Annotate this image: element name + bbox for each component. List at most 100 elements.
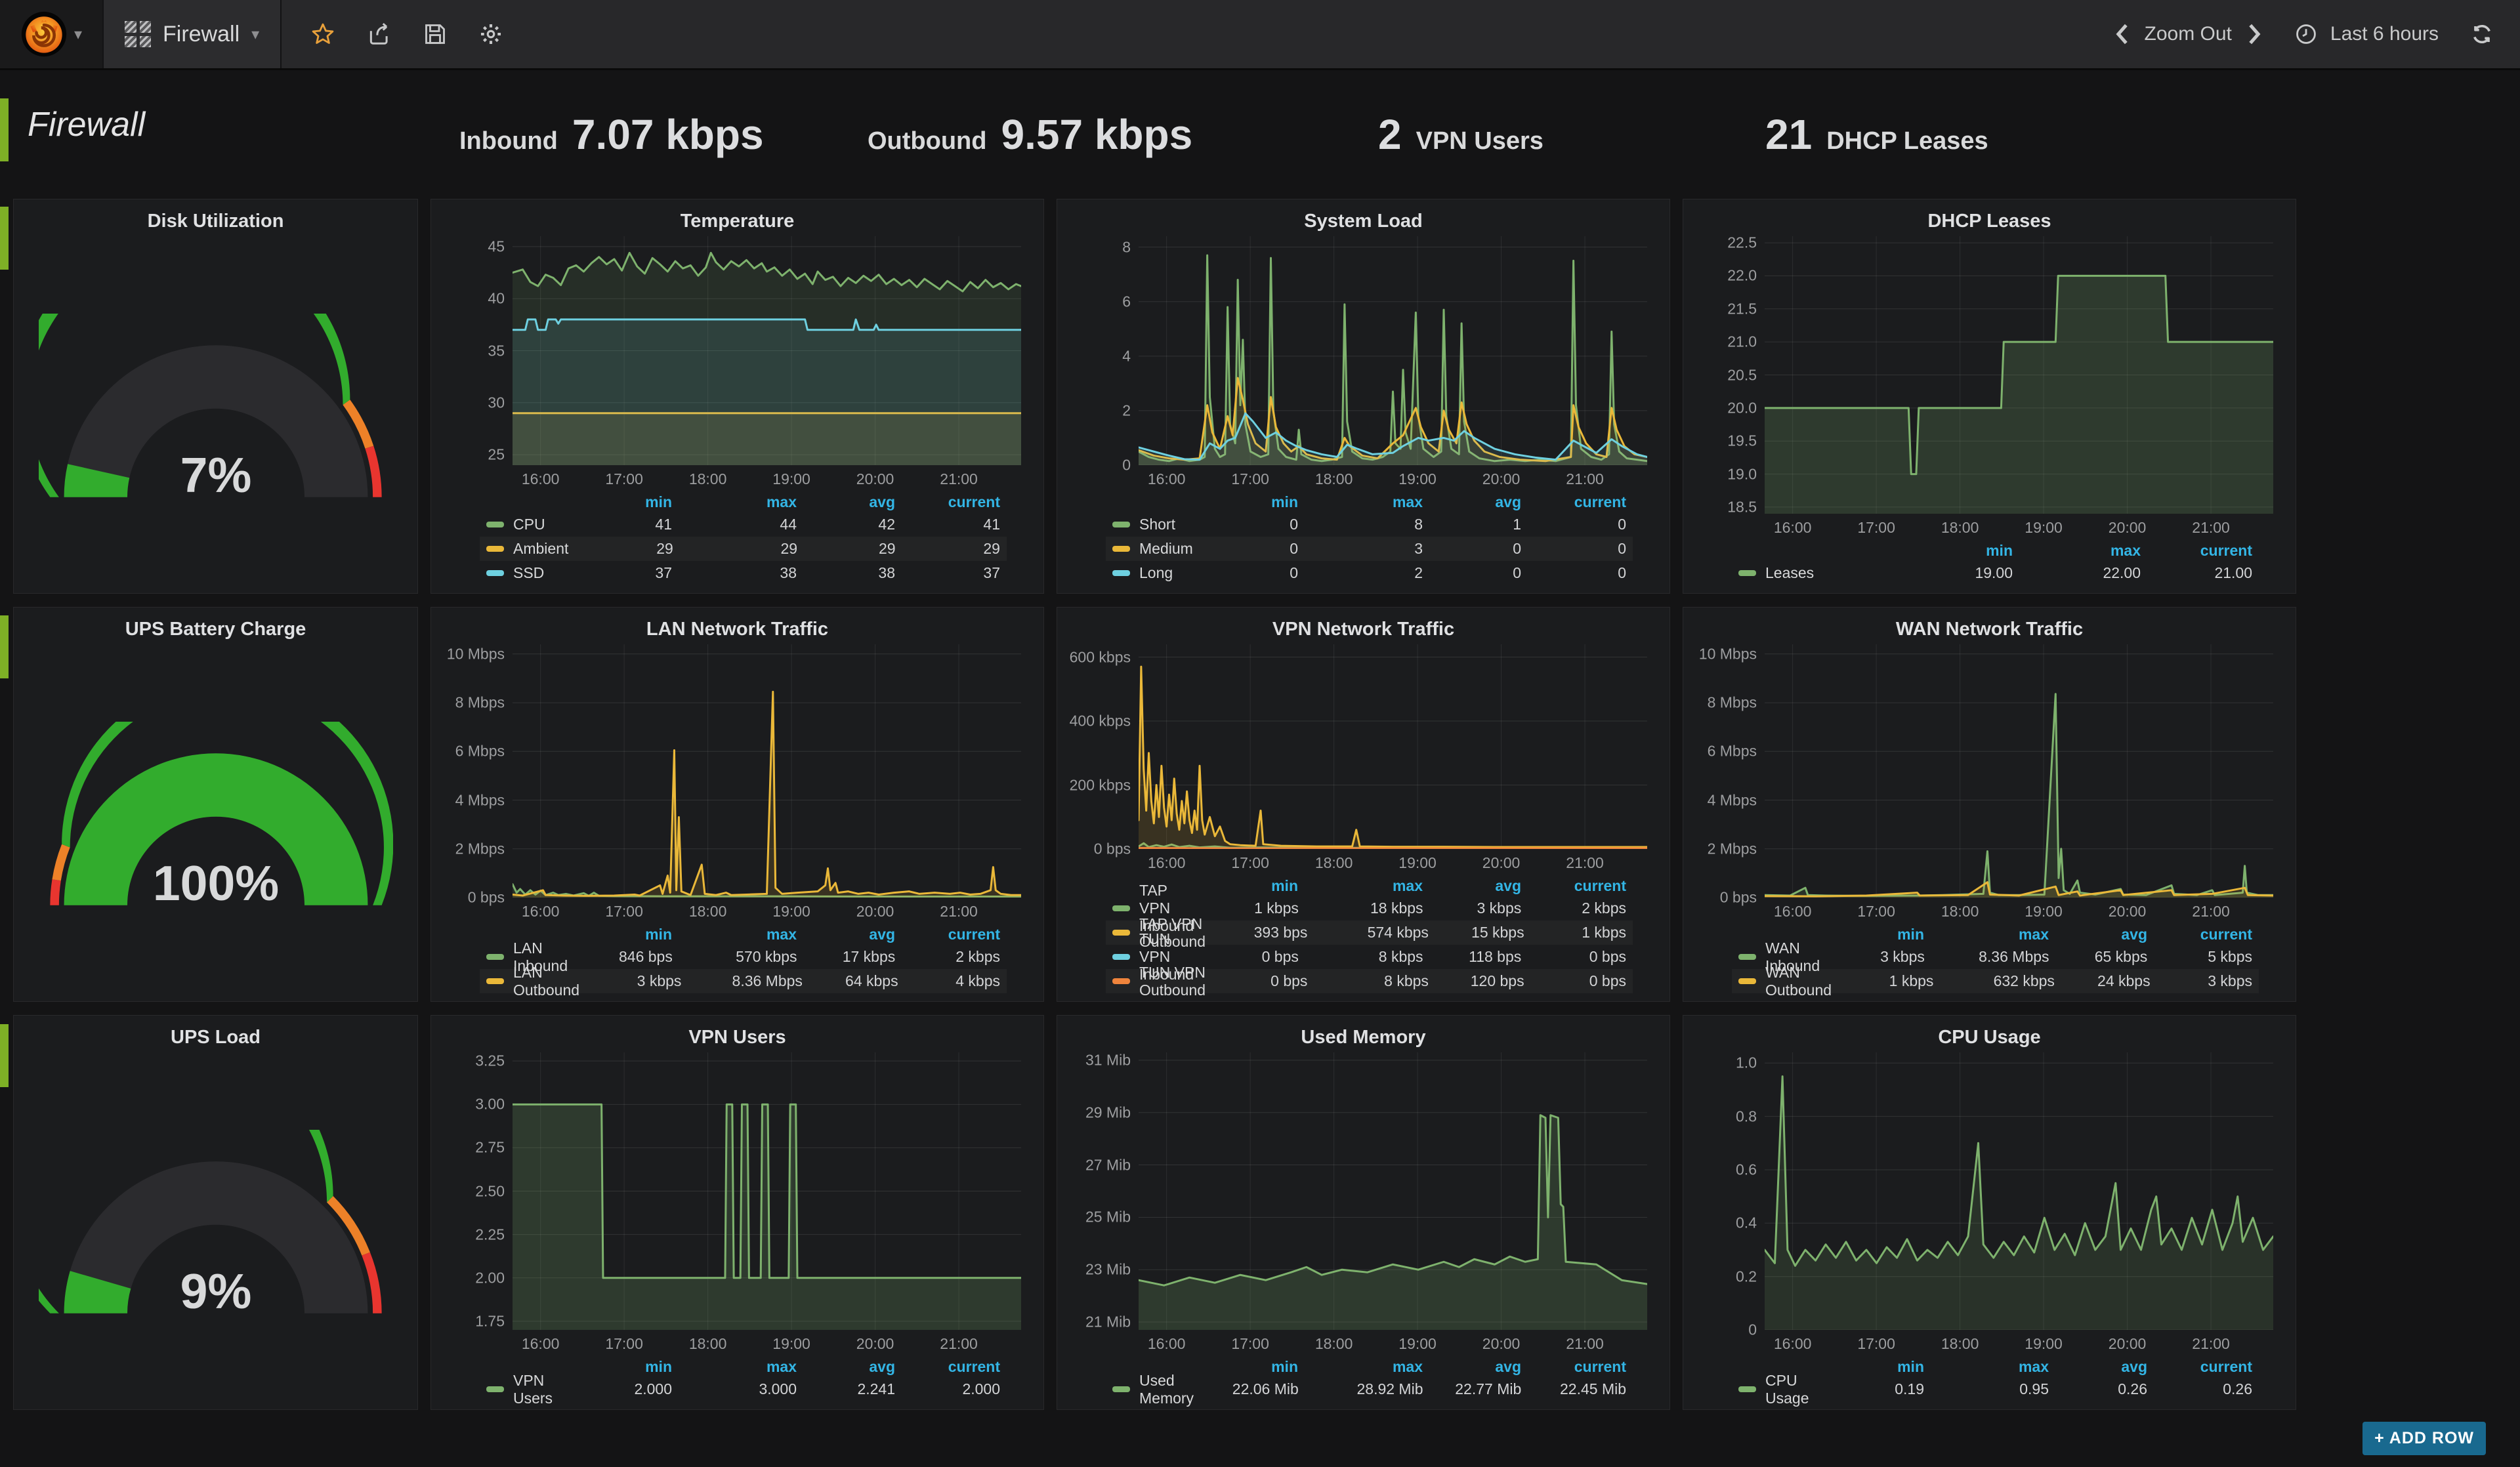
y-tick-label: 6 (1122, 293, 1131, 310)
legend-header: min max avg current (480, 491, 1007, 512)
y-tick-label: 8 Mbps (1707, 693, 1757, 711)
legend-series-toggle[interactable]: Short (1112, 516, 1193, 533)
y-tick-label: 21.5 (1727, 300, 1757, 318)
row-toggle-handle[interactable] (0, 1024, 9, 1087)
logo-caret-icon: ▾ (74, 25, 83, 43)
legend-series-toggle[interactable]: CPU (486, 516, 567, 533)
settings-gear-button[interactable] (478, 22, 503, 47)
legend-series-toggle[interactable]: TAP VPN Inbound (1112, 882, 1194, 935)
time-forward-chevron[interactable] (2246, 23, 2263, 45)
x-tick-label: 20:00 (856, 470, 894, 487)
legend-series-toggle[interactable]: SSD (486, 564, 567, 582)
legend-series-toggle[interactable]: TUN VPN Inbound (1112, 930, 1194, 983)
legend-value: 120 bps (1470, 972, 1524, 989)
plot-area[interactable] (1139, 644, 1647, 849)
panel-title[interactable]: Disk Utilization (147, 211, 284, 232)
panel-title[interactable]: VPN Users (688, 1027, 786, 1048)
dashboard-title-menu[interactable]: Firewall ▾ (104, 0, 282, 68)
x-tick-label: 16:00 (1147, 470, 1186, 487)
legend-row: VPN Users 2.000 3.000 2.241 2.000 (480, 1372, 1007, 1407)
panel-title[interactable]: LAN Network Traffic (646, 619, 829, 640)
y-tick-label: 400 kbps (1069, 712, 1131, 730)
row-toggle-handle[interactable] (0, 207, 9, 270)
star-button[interactable] (310, 22, 335, 47)
y-tick-label: 0 bps (1093, 840, 1131, 857)
legend-series-toggle[interactable]: Medium (1112, 540, 1193, 558)
x-tick-label: 16:00 (1773, 903, 1812, 920)
grafana-logo-button[interactable]: ▾ (0, 0, 104, 68)
time-controls: Zoom Out Last 6 hours (2113, 0, 2520, 68)
row-toggle-handle[interactable] (0, 615, 9, 678)
plot-area[interactable] (513, 644, 1021, 898)
legend-series-toggle[interactable]: WAN Outbound (1738, 964, 1832, 999)
legend-series-toggle[interactable]: Long (1112, 564, 1193, 582)
legend-value: 18 kbps (1370, 899, 1423, 917)
legend-value: 0 bps (1589, 948, 1626, 965)
plot-area[interactable] (513, 236, 1021, 465)
legend-series-color-chip (1738, 954, 1756, 960)
legend-value: 2 kbps (956, 948, 1000, 965)
share-button[interactable] (367, 22, 392, 47)
y-tick-label: 0.6 (1736, 1161, 1757, 1178)
plot-area[interactable] (1765, 1052, 2273, 1330)
legend-series-toggle[interactable]: LAN Outbound (486, 964, 579, 999)
x-axis: 16:00 17:00 18:00 19:00 20:00 21:00 (1765, 898, 2273, 922)
legend-series-toggle[interactable]: Leases (1738, 564, 1901, 582)
y-tick-label: 10 Mbps (1698, 645, 1757, 663)
legend-series-toggle[interactable]: LAN Inbound (486, 940, 568, 975)
panel-title[interactable]: WAN Network Traffic (1895, 619, 2084, 640)
legend-value: 393 bps (1253, 924, 1308, 941)
panel-title[interactable]: UPS Load (171, 1027, 261, 1048)
gauge-value: 100% (152, 856, 278, 911)
y-tick-label: 21 Mib (1085, 1313, 1131, 1331)
plot-area[interactable] (1139, 1052, 1647, 1330)
dashboard-panel-grid: Disk Utilization 7% Temperature 45 40 35 30 25 1… (13, 199, 2296, 1410)
legend-series-toggle[interactable]: VPN Users (486, 1372, 567, 1407)
x-tick-label: 17:00 (1231, 470, 1269, 487)
plot-area[interactable] (1765, 644, 2273, 898)
add-row-button[interactable]: + ADD ROW (2362, 1422, 2486, 1455)
save-button[interactable] (423, 22, 447, 46)
panel-title[interactable]: Used Memory (1301, 1027, 1426, 1048)
x-tick-label: 18:00 (688, 1335, 727, 1352)
legend-header: min max avg current (480, 1356, 1007, 1377)
legend-series-color-chip (486, 1386, 504, 1392)
legend-row: Short 0 8 1 0 (1106, 512, 1633, 537)
stat-value: 2 (1378, 111, 1402, 158)
y-tick-label: 25 (488, 445, 505, 463)
plot-area[interactable] (1765, 236, 2273, 514)
legend-header-min: min (1271, 493, 1298, 510)
legend-series-color-chip (1112, 1386, 1130, 1392)
legend-value: 3 kbps (1477, 899, 1522, 917)
y-tick-label: 8 Mbps (455, 693, 505, 711)
legend-value: 22.77 Mib (1455, 1380, 1522, 1397)
legend-value: 0 (1618, 516, 1626, 533)
legend-value: 19.00 (1975, 564, 2013, 581)
panel-title[interactable]: UPS Battery Charge (125, 619, 306, 640)
refresh-button[interactable] (2470, 22, 2494, 46)
panel-title[interactable]: System Load (1304, 211, 1423, 232)
legend-series-toggle[interactable]: TUN VPN Outbound (1112, 964, 1206, 999)
row-toggle-handle[interactable] (0, 98, 9, 161)
x-tick-label: 19:00 (1398, 1335, 1437, 1352)
legend-series-toggle[interactable]: Ambient (486, 540, 568, 558)
time-back-chevron[interactable] (2113, 23, 2130, 45)
plot-area[interactable] (513, 1052, 1021, 1330)
legend-series-toggle[interactable]: CPU Usage (1738, 1372, 1819, 1407)
time-range-picker[interactable]: Last 6 hours (2295, 23, 2439, 45)
x-tick-label: 18:00 (1941, 903, 1979, 920)
panel-vpn-network-traffic: VPN Network Traffic 600 kbps 400 kbps 200 k… (1057, 607, 1670, 1002)
panel-title[interactable]: CPU Usage (1938, 1027, 2041, 1048)
legend-series-toggle[interactable]: WAN Inbound (1738, 940, 1820, 975)
legend-value: 28.92 Mib (1356, 1380, 1423, 1397)
panel-title[interactable]: DHCP Leases (1927, 211, 2051, 232)
legend-series-color-chip (1112, 978, 1130, 984)
legend-header-avg: avg (869, 925, 895, 943)
panel-title[interactable]: VPN Network Traffic (1272, 619, 1455, 640)
panel-title[interactable]: Temperature (680, 211, 795, 232)
legend-series-toggle[interactable]: TAP VPN Outbound (1112, 915, 1206, 951)
legend-series-toggle[interactable]: Used Memory (1112, 1372, 1194, 1407)
legend-row: LAN Inbound 846 bps 570 kbps 17 kbps 2 kbps (480, 940, 1007, 974)
plot-area[interactable] (1139, 236, 1647, 465)
zoom-out-button[interactable]: Zoom Out (2144, 23, 2232, 45)
